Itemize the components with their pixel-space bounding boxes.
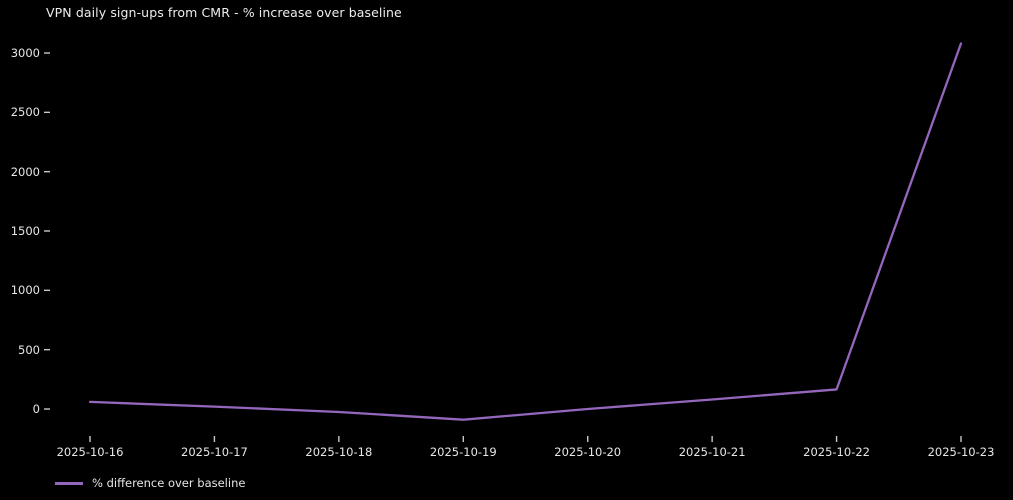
x-axis-tick-label: 2025-10-23 xyxy=(927,445,995,459)
x-axis-tick-label: 2025-10-18 xyxy=(305,445,373,459)
data-line-pct-difference xyxy=(88,42,963,421)
x-axis-tick-label: 2025-10-19 xyxy=(429,445,497,459)
y-axis-tick-label: 3000 xyxy=(10,46,40,60)
legend-label: % difference over baseline xyxy=(92,476,246,490)
y-axis-tick-label: 2500 xyxy=(10,105,40,120)
y-axis-tick-label: 500 xyxy=(18,342,40,357)
y-axis-tick-label: 1000 xyxy=(10,283,40,298)
x-axis-tick-label: 2025-10-21 xyxy=(678,445,746,459)
x-axis-tick-label: 2025-10-16 xyxy=(56,445,124,459)
x-axis-tick-label: 2025-10-17 xyxy=(181,445,248,459)
legend-line-swatch xyxy=(55,481,83,485)
legend: % difference over baseline xyxy=(55,475,245,491)
x-axis-tick-label: 2025-10-20 xyxy=(554,445,622,459)
y-axis-tick-label: 2000 xyxy=(10,164,40,179)
y-axis-tick-label: 1500 xyxy=(10,224,40,238)
x-axis-tick-label: 2025-10-22 xyxy=(803,445,870,459)
y-axis-tick-label: 0 xyxy=(32,402,40,416)
chart-title: VPN daily sign-ups from CMR - % increase… xyxy=(46,5,402,20)
